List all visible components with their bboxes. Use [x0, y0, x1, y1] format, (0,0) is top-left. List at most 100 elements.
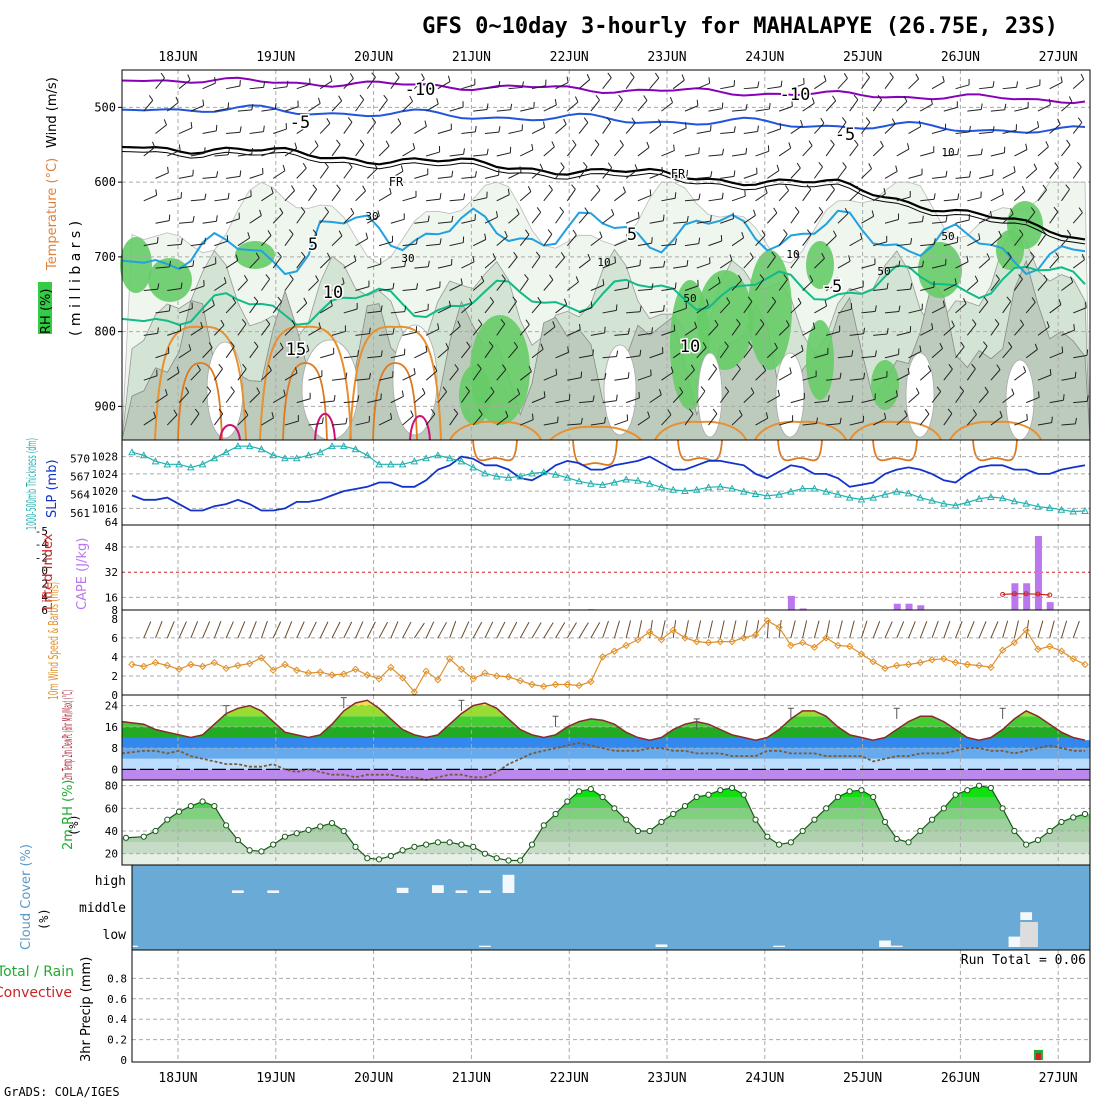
wind-barb-flag: [1065, 184, 1070, 190]
wind-barb-flag: [794, 206, 800, 213]
rh-2m-marker: [152, 827, 159, 835]
thickness-marker: [269, 451, 278, 459]
wind-barb: [778, 147, 791, 157]
millibars-axis-label: ( m i l l i b a r s ): [68, 221, 84, 336]
wind-barb-flag: [521, 81, 524, 88]
temperature-contour-15: [549, 425, 642, 441]
wind-barb: [896, 288, 911, 292]
wind-barb: [614, 239, 628, 247]
wind-10m-barb: [1002, 620, 1009, 639]
wind-barb: [355, 190, 366, 202]
wind-barb-flag: [1019, 319, 1025, 326]
wind-barb: [461, 131, 476, 135]
wind-barb-flag: [357, 395, 360, 402]
rh-2m-marker: [1011, 827, 1018, 835]
wind-barb-flag: [596, 184, 601, 191]
wind-barb: [531, 396, 546, 404]
wind-barb: [508, 256, 518, 269]
wind-barb: [496, 194, 510, 202]
date-label-top: 22JUN: [550, 50, 589, 65]
rh-2m-marker: [705, 791, 712, 798]
rh-2m-marker: [599, 793, 606, 801]
wind-barb: [472, 324, 483, 336]
wind-barb: [519, 324, 530, 336]
wind-barb: [614, 377, 629, 381]
wind-barb: [696, 262, 711, 269]
wind-barb: [390, 123, 402, 134]
wind-barb-flag: [271, 412, 274, 419]
thickness-marker: [669, 485, 678, 493]
wind-barb: [155, 172, 169, 179]
rh-band: [122, 808, 1090, 820]
wind-barb: [484, 346, 494, 359]
wind-barb: [308, 145, 319, 157]
wind-barb-flag: [982, 341, 988, 347]
wind-barb: [625, 169, 638, 179]
wind-barb: [484, 301, 495, 314]
wind-barb: [331, 378, 346, 381]
wind-barb-flag: [868, 163, 873, 169]
wind-barb: [390, 311, 405, 314]
rh-shade-high: [120, 237, 152, 293]
rh-2m-marker: [552, 810, 559, 818]
wind-barb: [543, 233, 553, 246]
cloud-bar-low: [1020, 922, 1038, 947]
wind-10m-barb: [602, 620, 609, 639]
wind-10m-barb: [708, 620, 714, 639]
wind-barb-flag: [978, 233, 981, 240]
wind-barb: [331, 282, 345, 291]
wind-barb-flag: [832, 95, 837, 102]
wind-barb-flag: [242, 363, 247, 370]
wind-barb: [731, 153, 746, 157]
wind-barb-flag: [342, 277, 345, 284]
wind-barb: [849, 238, 863, 247]
wind-barb: [284, 420, 299, 426]
wind-10m-barb: [966, 621, 975, 639]
wind-barb: [237, 109, 252, 112]
date-label-top: 23JUN: [647, 50, 686, 65]
wind-barb-flag: [413, 368, 416, 375]
wind-10m-marker: [281, 660, 289, 669]
wind-barb-flag: [516, 388, 521, 395]
thickness-marker: [1022, 499, 1031, 507]
wind-barb: [437, 129, 452, 135]
wind-barb: [649, 352, 664, 359]
wind-barb-flag: [616, 350, 619, 357]
wind-10m-marker: [457, 665, 466, 673]
wind-barb-flag: [555, 368, 558, 375]
wind-barb: [437, 391, 447, 403]
wind-barb: [673, 127, 687, 134]
wind-barb-flag: [527, 186, 532, 192]
wind-barb: [178, 392, 190, 403]
wind-barb: [543, 104, 557, 112]
rh-2m-marker: [175, 808, 183, 815]
wind-10m-marker: [1034, 645, 1042, 653]
wind-barb: [472, 280, 485, 291]
wind-barb: [908, 174, 923, 179]
wind-barb-flag: [1030, 251, 1035, 257]
wind-barb: [555, 167, 565, 179]
wind-barb: [402, 196, 417, 202]
rh-2m-marker: [1081, 810, 1089, 818]
wind-barb: [849, 286, 864, 291]
rh-2m-marker: [246, 847, 253, 854]
wind-barb: [355, 99, 365, 112]
wind-barb: [166, 102, 179, 112]
wind-barb-flag: [1062, 394, 1065, 401]
wind-barb: [684, 105, 699, 112]
wind-barb: [437, 348, 449, 359]
wind-barb: [449, 153, 464, 157]
wind-10m-marker: [951, 658, 960, 667]
wind-barb: [649, 266, 664, 269]
wind-barb-flag: [1051, 416, 1053, 423]
thickness-marker: [798, 484, 807, 492]
wind-barb-flag: [232, 297, 237, 304]
wind-10m-marker: [940, 655, 948, 663]
wind-barb-flag: [824, 300, 828, 307]
wind-barb: [214, 154, 229, 157]
wind-barb: [872, 418, 886, 426]
wind-10m-marker: [128, 660, 136, 669]
wind-barb-flag: [921, 260, 924, 267]
wind-barb-flag: [783, 229, 788, 235]
